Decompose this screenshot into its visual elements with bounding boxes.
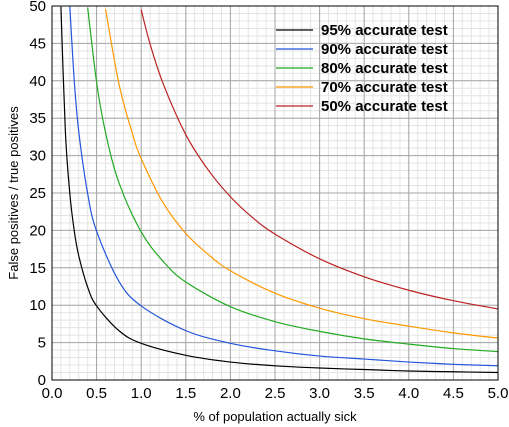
x-tick-label: 3.0	[309, 385, 330, 402]
y-tick-label: 10	[29, 297, 46, 314]
y-tick-label: 50	[29, 0, 46, 15]
x-tick-label: 2.5	[265, 385, 286, 402]
y-tick-label: 35	[29, 110, 46, 127]
legend-label: 80% accurate test	[321, 60, 448, 77]
legend-label: 90% accurate test	[321, 41, 448, 58]
x-tick-label: 0.0	[42, 385, 63, 402]
y-tick-label: 15	[29, 260, 46, 277]
series-layer	[60, 6, 498, 374]
x-tick-label: 5.0	[488, 385, 509, 402]
series-line	[104, 8, 498, 339]
x-axis-label: % of population actually sick	[193, 409, 357, 424]
y-tick-label: 0	[38, 372, 46, 389]
x-axis-ticks: 0.0 0.5 1.0 1.5 2.0 2.5 3.0 3.5 4.0 4.5 5.0	[42, 385, 509, 402]
series-line	[60, 6, 498, 374]
legend-label: 50% accurate test	[321, 98, 448, 115]
y-tick-label: 25	[29, 185, 46, 202]
series-line	[69, 6, 498, 367]
legend: 95% accurate test 90% accurate test 80% ac…	[276, 22, 448, 115]
y-axis-ticks: 0 5 10 15 20 25 30 35 40 45 50	[29, 0, 46, 389]
legend-label: 70% accurate test	[321, 79, 448, 96]
x-tick-label: 0.5	[86, 385, 107, 402]
x-tick-label: 1.0	[131, 385, 152, 402]
legend-label: 95% accurate test	[321, 22, 448, 39]
y-tick-label: 30	[29, 148, 46, 165]
x-tick-label: 2.0	[220, 385, 241, 402]
y-tick-label: 20	[29, 222, 46, 239]
y-tick-label: 45	[29, 35, 46, 52]
series-line	[87, 7, 498, 353]
y-tick-label: 40	[29, 73, 46, 90]
x-tick-label: 4.5	[443, 385, 464, 402]
x-tick-label: 4.0	[398, 385, 419, 402]
plot-area-frame	[51, 5, 499, 381]
y-tick-label: 5	[38, 335, 46, 352]
series-line	[140, 9, 498, 310]
y-axis-label: False positives / true positives	[6, 106, 21, 280]
x-tick-label: 1.5	[175, 385, 196, 402]
x-tick-label: 3.5	[354, 385, 375, 402]
